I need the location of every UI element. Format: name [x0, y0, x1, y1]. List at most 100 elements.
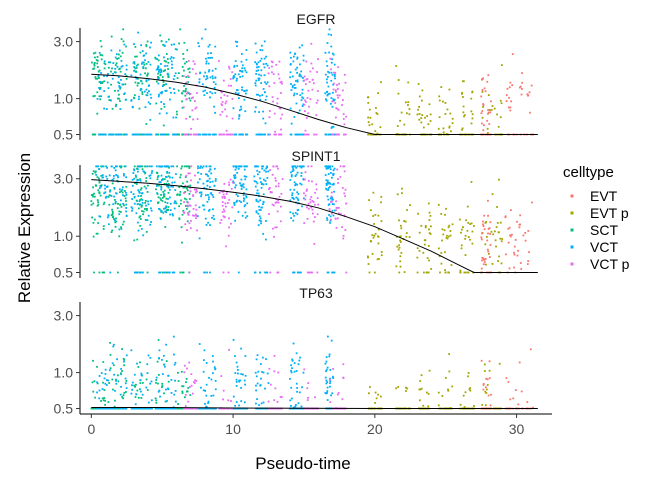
- point-sct: [96, 204, 99, 207]
- point-vct-p: [224, 202, 227, 205]
- point-vct: [105, 165, 108, 168]
- point-vct: [214, 367, 217, 370]
- point-sct: [139, 199, 142, 201]
- point-vct: [327, 165, 330, 168]
- point-vct-p: [189, 92, 192, 95]
- point-vct-p: [315, 188, 318, 191]
- point-sct: [135, 183, 138, 185]
- point-vct: [237, 271, 240, 274]
- point-vct: [133, 43, 135, 46]
- point-vct: [106, 166, 109, 169]
- point-evt-p: [373, 271, 376, 274]
- point-vct-p: [278, 60, 281, 63]
- point-vct: [113, 373, 116, 376]
- point-vct: [257, 79, 260, 82]
- point-sct: [146, 74, 149, 77]
- point-vct: [136, 271, 139, 274]
- point-evt-p: [371, 123, 374, 126]
- point-evt: [482, 388, 485, 391]
- point-vct: [242, 194, 245, 197]
- point-vct: [131, 381, 134, 384]
- point-vct: [233, 174, 235, 177]
- point-sct: [185, 60, 188, 63]
- point-vct: [241, 70, 244, 73]
- point-vct-p: [191, 68, 194, 71]
- point-evt-p: [490, 230, 493, 233]
- point-vct: [106, 81, 109, 84]
- point-vct: [120, 78, 122, 81]
- point-evt: [527, 94, 529, 97]
- point-sct: [187, 92, 190, 94]
- point-vct: [258, 73, 260, 76]
- point-vct: [139, 179, 142, 182]
- point-vct: [137, 407, 140, 410]
- point-vct: [327, 85, 330, 88]
- point-sct: [99, 98, 102, 101]
- point-vct-p: [338, 82, 341, 85]
- point-sct: [181, 75, 184, 77]
- point-vct: [325, 379, 328, 382]
- point-vct-p: [220, 103, 223, 106]
- point-sct: [135, 55, 138, 58]
- point-evt-p: [443, 229, 446, 232]
- point-vct: [198, 191, 201, 194]
- point-sct: [111, 210, 114, 213]
- point-vct: [160, 188, 163, 191]
- point-vct-p: [271, 173, 274, 176]
- point-vct-p: [268, 116, 271, 119]
- point-evt-p: [428, 228, 430, 231]
- point-vct: [118, 228, 121, 231]
- point-vct: [327, 204, 330, 206]
- point-vct: [102, 133, 105, 136]
- point-vct: [148, 175, 151, 177]
- point-sct: [160, 185, 163, 188]
- point-vct: [213, 218, 215, 221]
- point-evt-p: [484, 243, 487, 246]
- point-evt: [526, 263, 529, 265]
- point-vct: [123, 43, 126, 46]
- point-vct: [240, 373, 243, 375]
- point-evt: [507, 241, 510, 244]
- point-vct: [103, 90, 106, 92]
- point-vct-p: [193, 188, 196, 191]
- point-vct: [173, 181, 176, 184]
- point-evt-p: [488, 369, 491, 372]
- point-vct-p: [218, 191, 221, 194]
- point-vct: [163, 207, 165, 210]
- point-vct: [115, 105, 117, 108]
- point-vct: [104, 184, 106, 187]
- point-vct: [239, 182, 241, 185]
- point-vct: [168, 171, 171, 174]
- point-sct: [179, 173, 182, 176]
- point-vct: [254, 84, 257, 87]
- point-sct: [176, 193, 179, 196]
- point-vct: [209, 56, 212, 59]
- point-sct: [185, 76, 188, 78]
- point-sct: [93, 380, 96, 383]
- point-evt-p: [500, 64, 503, 66]
- point-vct: [137, 229, 140, 232]
- point-vct: [171, 407, 174, 410]
- point-vct-p: [227, 234, 230, 237]
- point-evt-p: [397, 386, 400, 388]
- point-vct: [140, 372, 143, 375]
- point-vct: [114, 71, 117, 74]
- point-vct-p: [278, 77, 281, 80]
- point-vct-p: [342, 165, 345, 168]
- point-sct: [117, 271, 119, 274]
- point-sct: [140, 187, 143, 190]
- point-vct: [260, 186, 263, 189]
- point-sct: [135, 383, 137, 386]
- point-vct: [325, 368, 328, 371]
- point-sct: [157, 196, 160, 199]
- point-vct: [130, 99, 133, 101]
- point-vct: [267, 133, 270, 136]
- point-vct: [291, 359, 294, 362]
- point-vct-p: [345, 202, 348, 205]
- point-vct: [243, 90, 245, 92]
- point-vct: [207, 407, 210, 410]
- point-vct: [162, 354, 165, 357]
- point-vct: [292, 168, 295, 170]
- point-vct-p: [192, 407, 195, 410]
- point-vct: [266, 271, 269, 274]
